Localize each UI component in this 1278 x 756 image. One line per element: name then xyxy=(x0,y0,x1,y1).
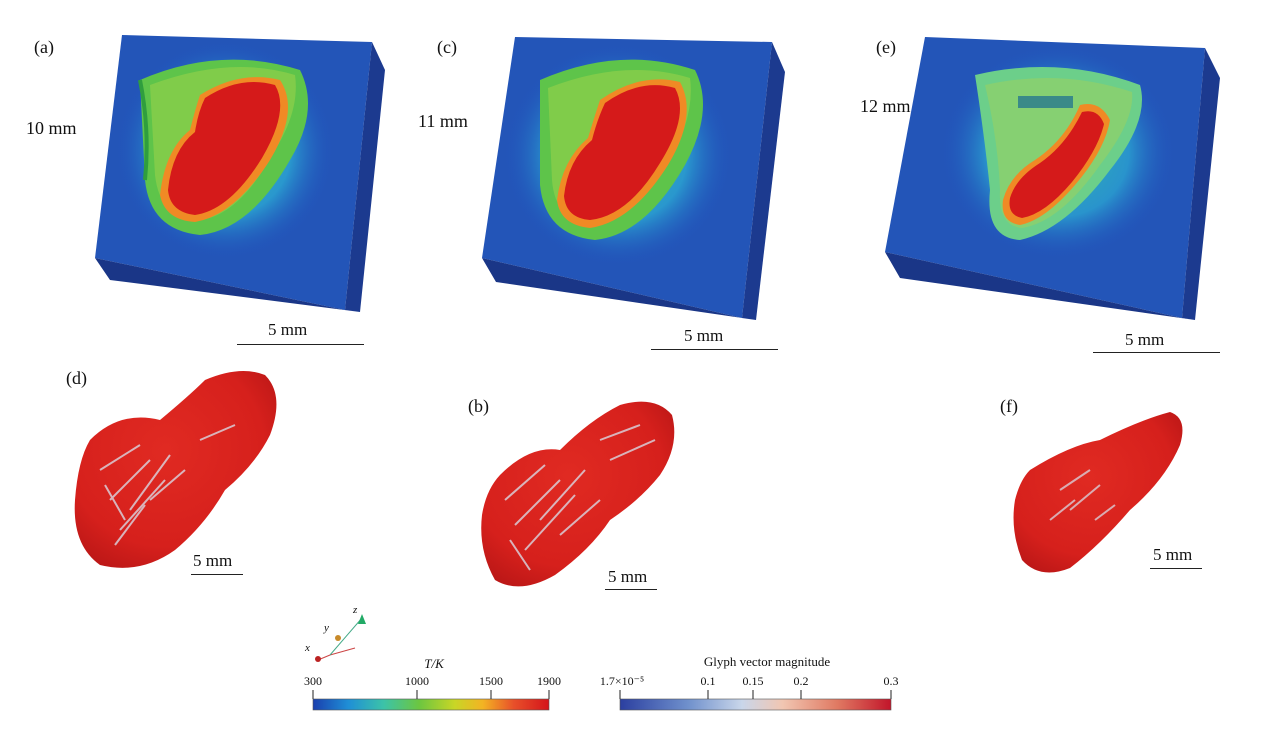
scale-bar-e xyxy=(1093,352,1220,353)
temperature-colorbar-title: T/K xyxy=(424,656,444,671)
temperature-tick-label: 300 xyxy=(304,674,322,688)
axes-triad xyxy=(315,614,366,662)
panel-label-b: (b) xyxy=(468,396,489,416)
height-label-e: 12 mm xyxy=(860,96,911,116)
pool-d xyxy=(74,371,277,568)
panel-label-a: (a) xyxy=(34,37,54,57)
glyph-colorbar-title: Glyph vector magnitude xyxy=(703,654,831,669)
panel-label-c: (c) xyxy=(437,37,457,57)
glyph-colorbar xyxy=(619,698,892,711)
block-c xyxy=(482,37,785,320)
scale-bar-label-b: 5 mm xyxy=(608,567,648,586)
glyph-tick-label: 0.3 xyxy=(883,674,899,688)
scale-bar-label-a: 5 mm xyxy=(268,320,308,339)
temperature-tick-label: 1500 xyxy=(479,674,503,688)
scale-bar-label-f: 5 mm xyxy=(1153,545,1193,564)
temperature-colorbar xyxy=(312,698,550,711)
axis-x-label: x xyxy=(305,642,310,654)
panel-label-f: (f) xyxy=(1000,396,1018,416)
scale-bar-label-c: 5 mm xyxy=(684,326,724,345)
temperature-tick-label: 1900 xyxy=(537,674,561,688)
panel-label-e: (e) xyxy=(876,37,896,57)
glyph-tick-label: 1.7×10⁻⁵ xyxy=(599,674,645,688)
height-label-a: 10 mm xyxy=(26,118,77,138)
panel-label-d: (d) xyxy=(66,368,87,388)
glyph-tick-label: 0.1 xyxy=(700,674,716,688)
scale-bar-c xyxy=(651,349,778,350)
glyph-tick-label: 0.15 xyxy=(742,674,764,688)
pool-b xyxy=(481,401,675,587)
block-e xyxy=(885,37,1220,320)
scale-bar-f xyxy=(1150,568,1202,569)
scale-bar-label-e: 5 mm xyxy=(1125,330,1165,349)
axis-z-label: z xyxy=(353,604,358,616)
scale-bar-a xyxy=(237,344,364,345)
scale-bar-b xyxy=(605,589,657,590)
block-a xyxy=(95,35,385,312)
temperature-tick-label: 1000 xyxy=(405,674,429,688)
height-label-c: 11 mm xyxy=(418,111,468,131)
scale-bar-d xyxy=(191,574,243,575)
scale-bar-label-d: 5 mm xyxy=(193,551,233,570)
pool-f xyxy=(1013,412,1183,573)
axis-y-label: y xyxy=(324,622,329,634)
glyph-tick-label: 0.2 xyxy=(793,674,809,688)
